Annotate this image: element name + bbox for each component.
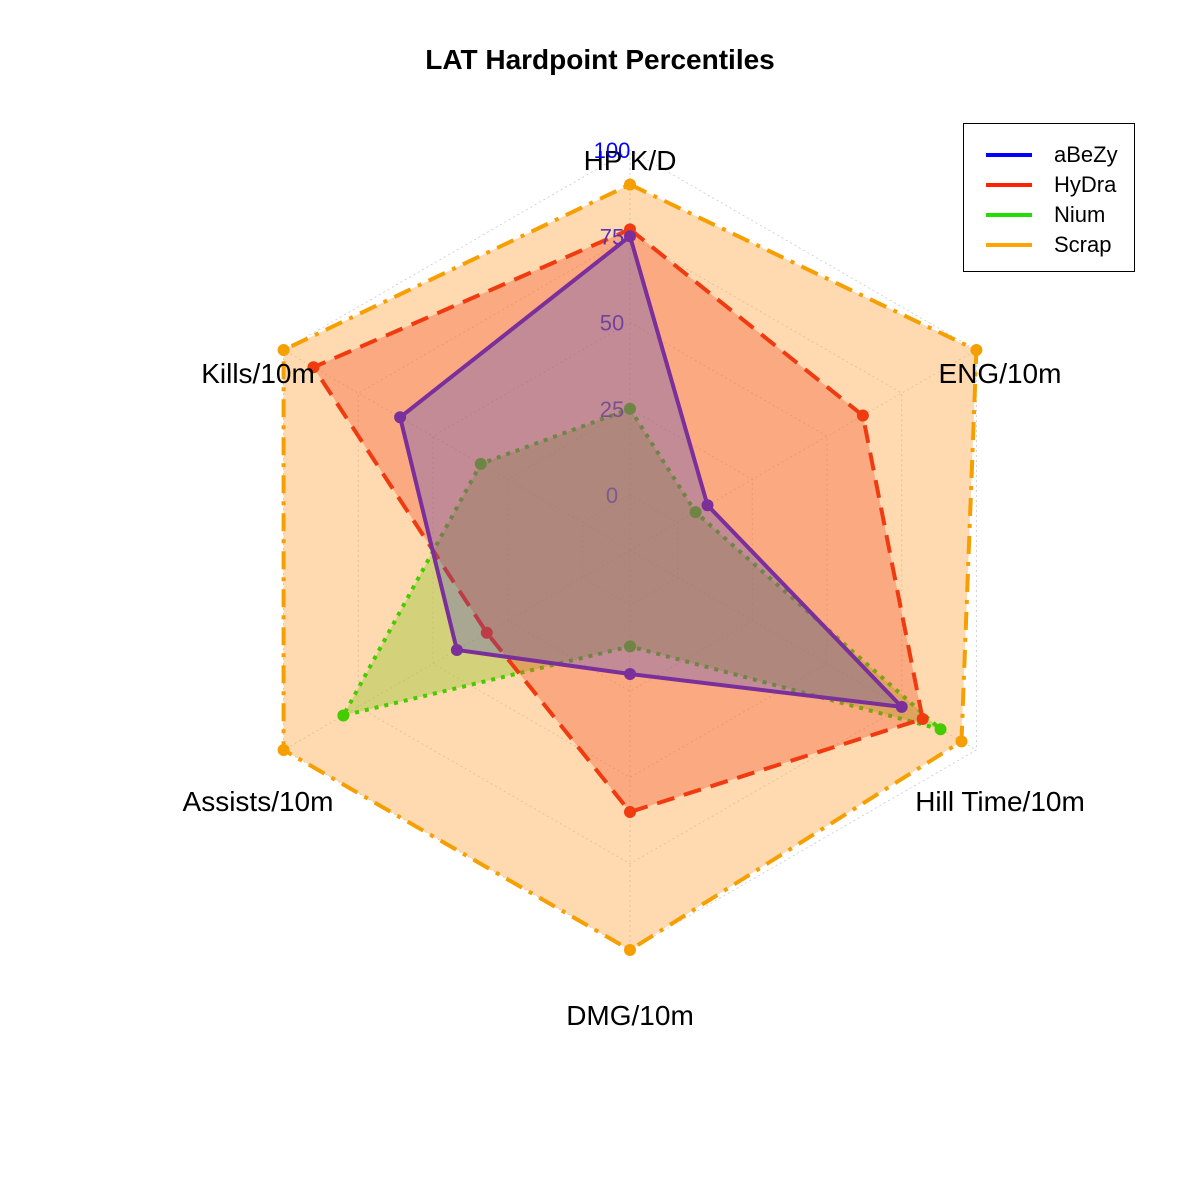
radar-tick-labels: 0 25 50 75 100 [594,138,631,508]
axis-label: DMG/10m [566,1000,694,1031]
legend-item-scrap: Scrap [986,230,1111,260]
axis-label: ENG/10m [939,358,1062,389]
radar-axis-labels: HP K/D ENG/10m Hill Time/10m DMG/10m Assists… [183,145,1085,1031]
data-point [480,626,493,639]
grid-spoke [629,549,977,751]
data-point [895,700,908,713]
legend-label: Scrap [1054,232,1112,257]
legend-swatch [986,213,1032,217]
data-point [624,640,636,653]
legend-swatch [986,243,1032,247]
data-point [624,806,636,818]
grid-spoke [283,349,631,551]
grid-spoke [629,349,977,551]
legend-label: HyDra [1054,172,1117,197]
series-abezy [394,230,908,713]
data-point [856,409,869,422]
tick-label: 50 [600,311,624,336]
data-point [277,344,290,356]
data-point [450,643,463,656]
legend-label: Nium [1054,202,1106,227]
data-point [624,944,636,956]
data-point [337,709,350,722]
data-point [689,506,702,519]
data-point [955,735,968,748]
data-point [916,712,929,725]
legend-item-hydra: HyDra [986,170,1116,200]
legend: aBeZy HyDra Nium Scrap [963,123,1135,272]
legend-swatch [986,153,1032,157]
legend-item-nium: Nium [986,200,1105,230]
axis-label: HP K/D [584,145,677,176]
tick-label: 100 [594,138,631,163]
data-point [394,411,407,424]
data-point [624,230,636,243]
data-point [474,457,487,470]
series-nium [337,402,947,736]
legend-swatch [986,183,1032,187]
tick-label: 25 [600,397,624,422]
data-point [970,344,983,356]
data-point [701,499,714,512]
grid-ring [357,235,903,865]
data-point [624,402,636,415]
data-point [934,723,947,736]
axis-label: Assists/10m [183,786,334,817]
axis-label: Hill Time/10m [915,786,1085,817]
tick-label: 0 [606,483,618,508]
chart-title: LAT Hardpoint Percentiles [425,44,775,75]
data-point [277,744,290,756]
data-point [624,668,636,680]
data-point [307,361,320,374]
legend-label: aBeZy [1054,142,1118,167]
radar-series [277,178,983,956]
legend-item-abezy: aBeZy [986,140,1118,170]
axis-label: Kills/10m [201,358,315,389]
tick-label: 75 [600,224,624,249]
data-point [624,178,636,191]
